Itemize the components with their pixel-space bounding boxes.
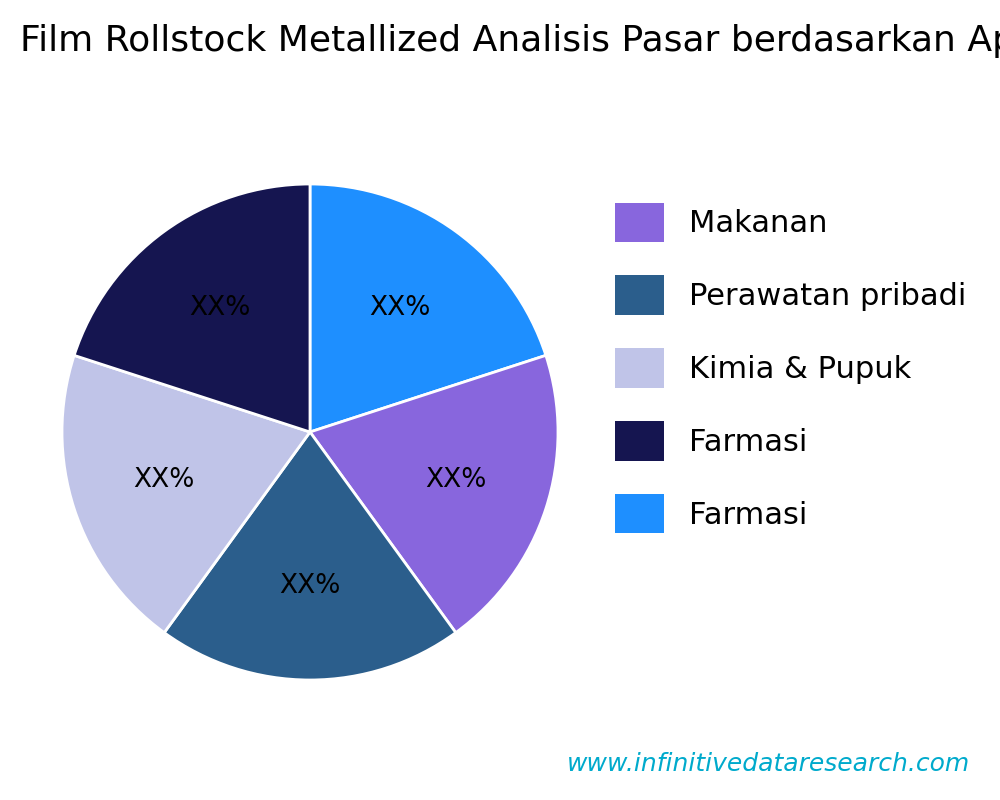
Wedge shape [62, 355, 310, 633]
Text: XX%: XX% [279, 573, 341, 598]
Text: XX%: XX% [426, 466, 487, 493]
Text: Film Rollstock Metallized Analisis Pasar berdasarkan Apl: Film Rollstock Metallized Analisis Pasar… [20, 24, 1000, 58]
Wedge shape [310, 184, 546, 432]
Text: XX%: XX% [133, 466, 194, 493]
Wedge shape [164, 432, 456, 680]
Text: XX%: XX% [189, 294, 250, 321]
Wedge shape [74, 184, 310, 432]
Text: www.infinitivedataresearch.com: www.infinitivedataresearch.com [567, 752, 970, 776]
Text: XX%: XX% [370, 294, 431, 321]
Wedge shape [310, 355, 558, 633]
Legend: Makanan, Perawatan pribadi, Kimia & Pupuk, Farmasi, Farmasi: Makanan, Perawatan pribadi, Kimia & Pupu… [615, 202, 966, 534]
